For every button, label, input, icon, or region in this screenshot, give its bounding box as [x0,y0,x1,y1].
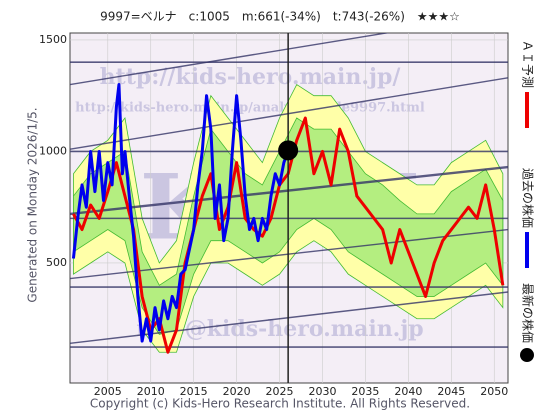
chart-title: 9997=ベルナ c:1005 m:661(-34%) t:743(-26%) … [100,10,460,24]
plot: http://kids-hero.main.jp/http://kids-her… [70,33,508,383]
legend-label: 最新の株価 [521,283,536,343]
trend-line [70,165,508,216]
trend-line [70,228,508,280]
x-tick-label: 2050 [480,385,508,398]
x-tick-label: 2005 [94,385,122,398]
x-tick-label: 2045 [437,385,465,398]
x-tick-label: 2040 [394,385,422,398]
y-tick-label: 1500 [39,33,67,46]
x-tick-label: 2035 [351,385,379,398]
trend-line [70,33,391,86]
legend-label: ＡＩ予測 [521,40,535,88]
legend-swatch [520,348,534,363]
x-tick-label: 2025 [266,385,294,398]
footer: Copyright (c) Kids-Hero Research Institu… [90,397,470,411]
x-tick-label: 2030 [308,385,336,398]
legend-label: 過去の株価 [521,168,536,228]
y-tick-label: 500 [46,256,67,269]
x-tick-label: 2015 [180,385,208,398]
x-tick-label: 2010 [137,385,165,398]
y-tick-label: 1000 [39,144,67,157]
generated-note: Generated on Monday 2026/1/5. [26,107,40,302]
x-tick-label: 2020 [223,385,251,398]
watermark: http://kids-hero.main.jp/ [100,64,402,90]
latest-dot [278,140,299,161]
series-line [71,83,290,343]
trend-line [70,77,508,150]
watermark: http://kids-hero.main.jp/analysis/code99… [75,101,425,116]
